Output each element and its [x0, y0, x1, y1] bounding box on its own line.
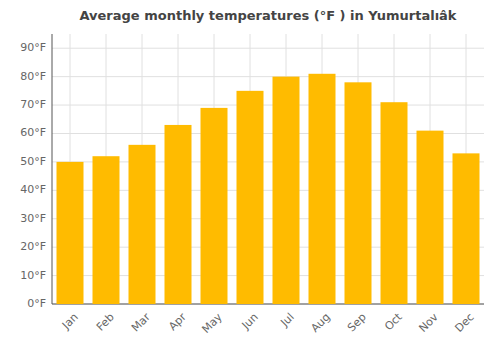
- y-tick-label: 10°F: [20, 269, 46, 282]
- y-tick-label: 60°F: [20, 126, 46, 139]
- bar: [453, 153, 480, 304]
- x-tick-label: Jul: [277, 311, 296, 330]
- y-tick-label: 0°F: [27, 297, 46, 310]
- y-tick-label: 90°F: [20, 41, 46, 54]
- y-grid-line: [52, 76, 484, 77]
- bar: [381, 102, 408, 304]
- bar: [309, 74, 336, 304]
- bar: [165, 125, 192, 304]
- x-tick-label: Feb: [94, 311, 117, 334]
- y-tick-label: 50°F: [20, 155, 46, 168]
- x-tick-label: May: [199, 310, 225, 336]
- y-grid-line: [52, 105, 484, 106]
- x-tick-label: Jun: [239, 311, 261, 333]
- bar: [237, 91, 264, 304]
- y-axis-line: [52, 34, 53, 304]
- x-tick-label: Sep: [345, 311, 369, 335]
- y-tick-label: 30°F: [20, 212, 46, 225]
- x-tick-label: Jan: [59, 311, 81, 333]
- y-tick-label: 80°F: [20, 70, 46, 83]
- y-tick-label: 20°F: [20, 240, 46, 253]
- chart-container: 0°F 10°F 20°F 30°F 40°F 50°F 60°F 70°F 80°F 90°F J…: [0, 0, 500, 350]
- axes: 0°F 10°F 20°F 30°F 40°F 50°F 60°F 70°F 80°F 90°F J…: [20, 34, 484, 336]
- x-tick-label: Nov: [416, 310, 441, 335]
- y-grid-line: [52, 48, 484, 49]
- bar: [93, 156, 120, 304]
- bar: [345, 82, 372, 304]
- x-tick-label: Dec: [453, 311, 477, 335]
- bar: [129, 145, 156, 304]
- x-tick-label: Aug: [308, 311, 332, 335]
- bar: [417, 131, 444, 304]
- grid: [52, 34, 484, 304]
- chart: 0°F 10°F 20°F 30°F 40°F 50°F 60°F 70°F 80°F 90°F J…: [0, 0, 500, 350]
- bars: [57, 74, 480, 304]
- title: Average monthly temperatures (°F ) in Yu…: [79, 8, 456, 23]
- bar: [273, 77, 300, 304]
- x-tick-label: Apr: [166, 310, 189, 333]
- bar: [201, 108, 228, 304]
- x-tick-label: Oct: [382, 310, 405, 333]
- y-tick-label: 70°F: [20, 98, 46, 111]
- y-tick-label: 40°F: [20, 183, 46, 196]
- x-tick-label: Mar: [129, 310, 153, 334]
- bar: [57, 162, 84, 304]
